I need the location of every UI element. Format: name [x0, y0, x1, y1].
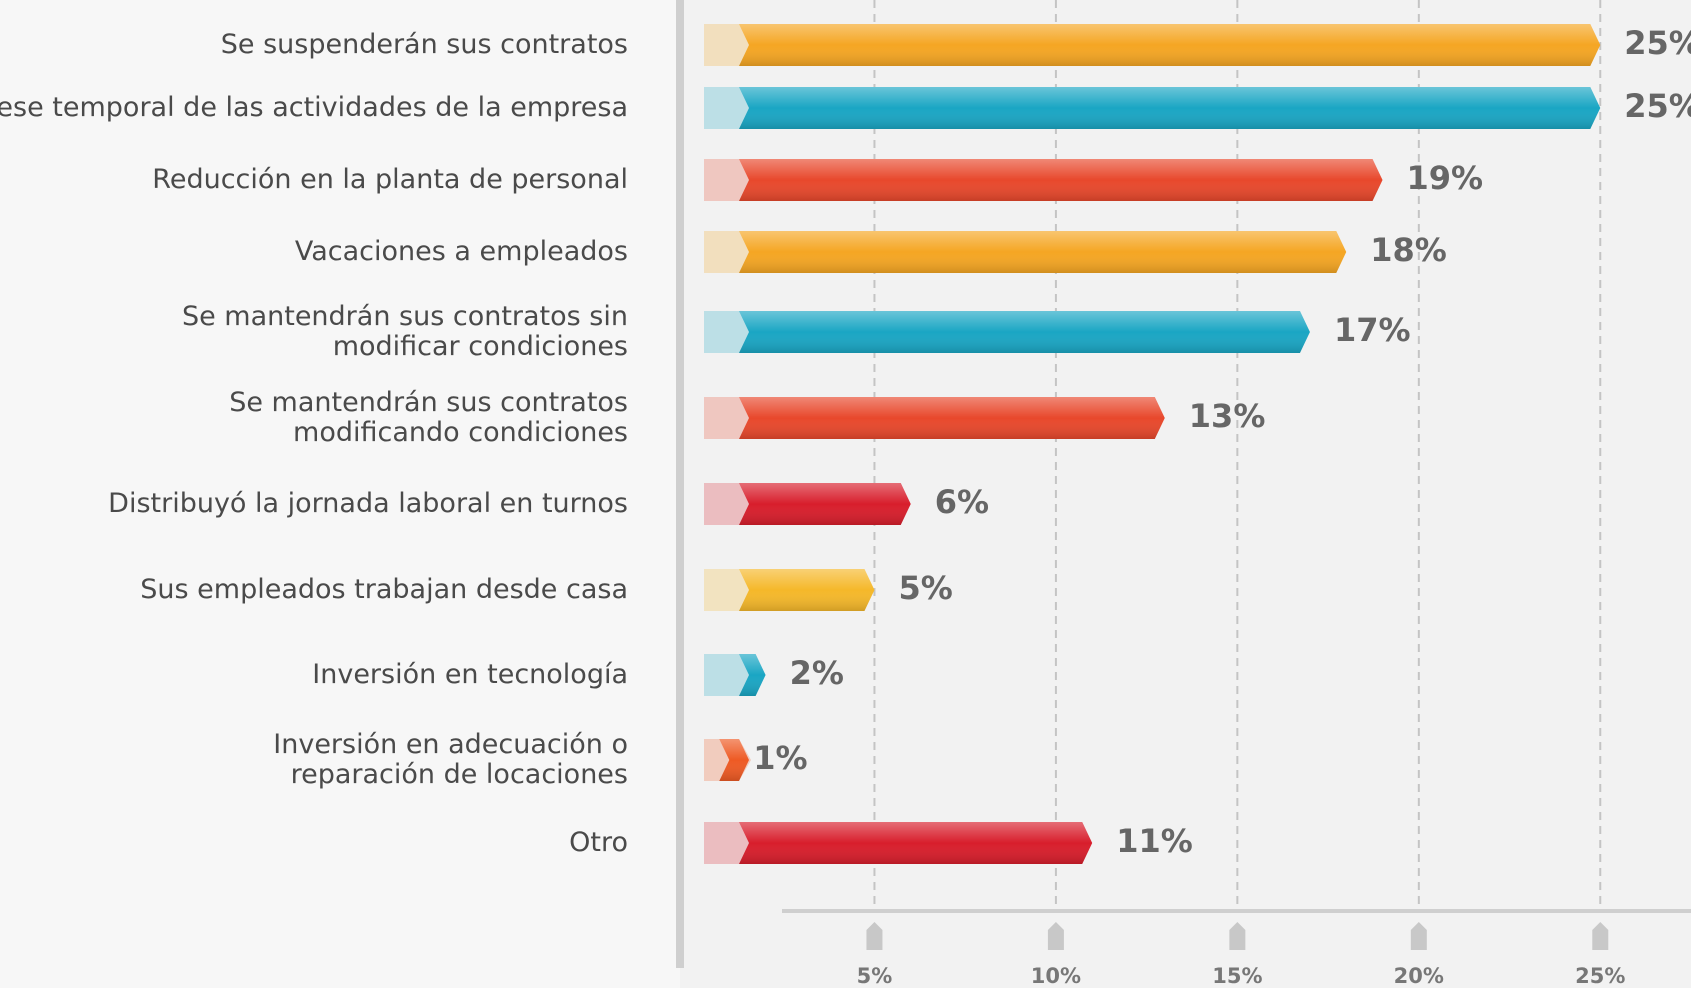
- bar-tail: [704, 654, 751, 696]
- category-label: Inversión en adecuación o reparación de l…: [273, 729, 628, 790]
- divider: [676, 0, 684, 968]
- value-label: 17%: [1334, 311, 1411, 349]
- value-label: 13%: [1189, 397, 1266, 435]
- value-label: 5%: [898, 569, 952, 607]
- bar-shine: [739, 822, 1093, 864]
- x-tick-label: 15%: [1212, 964, 1262, 988]
- category-label: Reducción en la planta de personal: [152, 164, 628, 195]
- bar-shine: [739, 231, 1347, 273]
- bar-shine: [739, 311, 1310, 353]
- bar-shine: [739, 159, 1383, 201]
- tick-mark: [866, 922, 883, 950]
- category-label: Cese temporal de las actividades de la e…: [0, 92, 628, 123]
- category-label: Inversión en tecnología: [312, 659, 628, 690]
- bar-tail: [704, 231, 751, 273]
- category-label: Se mantendrán sus contratos modificando c…: [229, 387, 628, 448]
- tick-mark: [1229, 922, 1246, 950]
- bar-tail: [704, 397, 751, 439]
- bar-shine: [739, 483, 911, 525]
- bar-tail: [704, 483, 751, 525]
- value-label: 11%: [1116, 822, 1193, 860]
- bar-tail: [704, 822, 751, 864]
- bar-tail: [704, 24, 751, 66]
- tick-mark: [1592, 922, 1609, 950]
- bar-shine: [719, 739, 749, 781]
- value-label: 19%: [1407, 159, 1484, 197]
- category-label: Sus empleados trabajan desde casa: [140, 574, 628, 605]
- bar-tail: [704, 159, 751, 201]
- bar-tail: [704, 311, 751, 353]
- x-tick-label: 10%: [1031, 964, 1081, 988]
- value-label: 2%: [790, 654, 844, 692]
- bar-tail: [704, 569, 751, 611]
- bar-tail: [704, 87, 751, 129]
- bar-shine: [739, 24, 1601, 66]
- bar-shine: [739, 397, 1165, 439]
- bar-shine: [739, 654, 766, 696]
- category-label: Vacaciones a empleados: [295, 236, 628, 267]
- value-label: 6%: [935, 483, 989, 521]
- category-label: Se suspenderán sus contratos: [221, 29, 628, 60]
- category-label: Distribuyó la jornada laboral en turnos: [108, 488, 628, 519]
- value-label: 25%: [1624, 24, 1691, 62]
- x-tick-label: 5%: [857, 964, 893, 988]
- x-tick-label: 25%: [1575, 964, 1625, 988]
- value-label: 18%: [1370, 231, 1447, 269]
- x-tick-label: 20%: [1394, 964, 1444, 988]
- category-label: Otro: [569, 827, 628, 858]
- bar-shine: [739, 569, 875, 611]
- label-panel: [0, 0, 680, 988]
- bar-shine: [739, 87, 1601, 129]
- tick-mark: [1047, 922, 1064, 950]
- tick-mark: [1410, 922, 1427, 950]
- value-label: 1%: [753, 739, 807, 777]
- category-label: Se mantendrán sus contratos sin modificar…: [182, 301, 628, 362]
- value-label: 25%: [1624, 87, 1691, 125]
